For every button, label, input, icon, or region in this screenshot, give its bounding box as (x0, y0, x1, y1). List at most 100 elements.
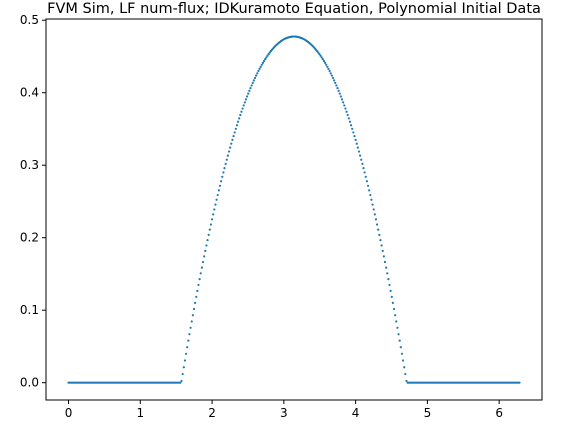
data-point (388, 283, 391, 287)
data-point (182, 366, 185, 369)
data-point (342, 101, 345, 104)
data-point (197, 283, 200, 287)
data-point (368, 189, 371, 192)
data-point (361, 162, 364, 165)
data-point (196, 289, 199, 292)
y-tick-label: 0.4 (20, 86, 39, 100)
data-point (235, 124, 239, 127)
data-point (267, 53, 270, 56)
data-point (380, 244, 383, 247)
data-point (215, 198, 218, 201)
data-point (331, 76, 335, 80)
data-point (231, 138, 234, 141)
data-point (398, 339, 401, 342)
data-point (403, 366, 406, 369)
data-point (238, 117, 241, 120)
data-point (212, 213, 215, 216)
data-point (366, 184, 370, 187)
data-point (339, 95, 343, 98)
data-point (374, 218, 378, 221)
data-point (234, 127, 237, 130)
data-point (401, 359, 405, 362)
y-tick-label: 0.3 (20, 158, 39, 172)
data-point (230, 142, 233, 145)
data-point (381, 249, 384, 253)
data-point (213, 208, 216, 211)
data-point (189, 326, 192, 329)
data-point (385, 266, 388, 269)
y-axis: 0.0 0.1 0.2 0.3 0.4 0.5 (20, 13, 46, 390)
x-axis: 0 1 2 3 4 5 6 (65, 400, 503, 420)
data-point (261, 61, 265, 64)
data-point (379, 239, 382, 242)
data-point (364, 175, 367, 178)
data-point (226, 154, 229, 157)
data-point (255, 74, 258, 77)
x-tick-label: 2 (208, 406, 216, 420)
data-point (192, 307, 196, 311)
x-tick-label: 4 (352, 406, 360, 420)
data-point (222, 171, 225, 174)
data-point (391, 301, 394, 304)
data-point (338, 92, 341, 95)
data-point (209, 223, 213, 226)
data-point (337, 89, 340, 92)
data-point (378, 233, 381, 236)
data-point (392, 307, 396, 311)
data-point (224, 162, 227, 165)
data-point (400, 352, 404, 355)
data-point (399, 346, 402, 349)
data-point (397, 333, 400, 336)
data-point (362, 167, 365, 170)
data-point (208, 228, 211, 231)
y-tick-label: 0.2 (20, 231, 39, 245)
data-point (329, 72, 332, 75)
data-point (179, 381, 182, 384)
data-point (223, 167, 226, 170)
data-point (347, 117, 350, 120)
data-point (354, 138, 357, 141)
data-point (387, 277, 390, 281)
data-point (232, 135, 235, 138)
data-point (266, 54, 269, 57)
data-point (207, 233, 210, 236)
data-point (225, 158, 228, 161)
data-point (363, 171, 366, 174)
data-point (320, 56, 323, 59)
x-tick-label: 0 (65, 406, 73, 420)
data-point (319, 54, 322, 57)
data-point (386, 272, 389, 275)
data-point (203, 255, 206, 258)
data-point (259, 65, 262, 68)
data-point (396, 326, 399, 329)
data-point (389, 289, 392, 292)
data-point (260, 63, 263, 66)
data-point (262, 59, 266, 63)
data-point (248, 89, 251, 92)
data-point (250, 84, 253, 87)
data-point (199, 272, 202, 275)
data-point (243, 101, 246, 104)
data-point (181, 372, 184, 376)
data-point (369, 193, 372, 197)
data-point (333, 79, 336, 82)
data-point (188, 333, 191, 336)
x-tick-label: 3 (280, 406, 288, 420)
data-point (242, 104, 245, 107)
data-point (264, 58, 267, 61)
data-point (221, 175, 224, 178)
data-point (184, 352, 188, 355)
data-point (256, 72, 259, 75)
y-tick-label: 0.0 (20, 376, 39, 390)
data-point (195, 295, 198, 298)
x-tick-label: 5 (424, 406, 432, 420)
data-point (357, 150, 361, 153)
data-point (365, 180, 368, 183)
data-point (187, 339, 190, 342)
data-point (253, 76, 257, 80)
data-point (249, 87, 252, 90)
data-point (241, 107, 244, 110)
data-point (377, 228, 380, 231)
chart-title: FVM Sim, LF num-flux; IDKuramoto Equatio… (47, 1, 541, 17)
